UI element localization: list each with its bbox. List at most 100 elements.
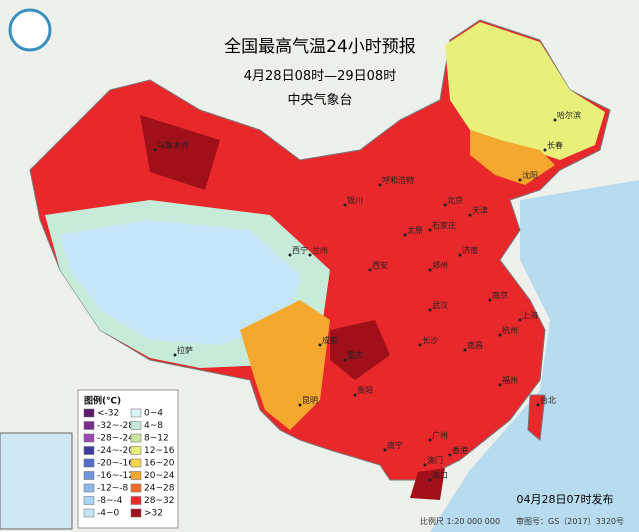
scale: 比例尺 1:20 000 000: [420, 516, 500, 526]
city-label: 石家庄: [432, 220, 456, 230]
city-dot: [536, 403, 540, 407]
city-label: 沈阳: [522, 170, 538, 180]
city-label: 济南: [462, 245, 478, 255]
city-dot: [443, 203, 447, 207]
city-label: 昆明: [302, 396, 318, 405]
city-dot: [458, 253, 462, 257]
city-label: 天津: [472, 205, 488, 215]
legend-swatch: [130, 408, 142, 418]
legend-swatch: [83, 483, 95, 493]
city-dot: [428, 478, 432, 482]
city-label: 福州: [502, 376, 518, 385]
legend-swatch: [130, 508, 142, 518]
city-dot: [468, 213, 472, 217]
southwest-warm: [240, 300, 330, 430]
xinjiang-hot: [140, 115, 220, 190]
legend-swatch: [83, 421, 95, 430]
legend-label: -4~0: [97, 509, 120, 519]
city-dot: [543, 148, 547, 152]
plateau-cold: [60, 220, 300, 345]
legend-swatch: [83, 458, 95, 468]
legend-swatch: [83, 408, 95, 418]
city-dot: [318, 343, 322, 347]
city-dot: [428, 438, 432, 442]
legend-label: 16~20: [144, 459, 175, 469]
city-dot: [368, 268, 372, 272]
city-dot: [383, 448, 387, 452]
title: 全国最高气温24小时预报: [224, 37, 416, 57]
legend-label: -24~-20: [97, 446, 134, 456]
city-label: 南昌: [467, 340, 483, 350]
legend-label: 8~12: [144, 434, 169, 444]
city-label: 成都: [322, 335, 338, 345]
city-label: 广州: [432, 430, 448, 440]
city-label: 呼和浩特: [382, 175, 414, 185]
city-label: 长沙: [422, 335, 438, 345]
legend-swatch: [83, 471, 95, 480]
city-dot: [353, 393, 357, 397]
legend-swatch: [83, 433, 95, 443]
south-sea-inset: [0, 432, 73, 530]
legend-swatch: [130, 471, 142, 480]
city-dot: [463, 348, 467, 352]
legend-label: -20~-16: [97, 459, 134, 469]
legend-label: -16~-12: [97, 471, 134, 481]
city-dot: [518, 178, 522, 182]
city-label: 贵阳: [357, 385, 373, 395]
legend-label: 0~4: [144, 409, 163, 419]
city-dot: [518, 318, 522, 322]
legend-swatch: [83, 496, 95, 505]
legend-label: 24~28: [144, 484, 175, 494]
legend: <-32 -32~-28 -28~-24 -24~-20 -20~-16 -16~-12 -…: [83, 408, 175, 519]
city-label: 海口: [432, 470, 448, 480]
city-dot: [153, 148, 157, 152]
city-label: 北京: [447, 195, 463, 205]
city-dot: [428, 228, 432, 232]
legend-swatch: [130, 433, 142, 443]
legend-label: -12~-8: [97, 484, 128, 494]
sea: [430, 180, 639, 532]
city-label: 西宁: [292, 245, 308, 255]
city-label: 长春: [547, 140, 563, 150]
legend-label: -32~-28: [97, 421, 134, 431]
city-dot: [308, 253, 312, 257]
legend-swatch: [130, 458, 142, 468]
legend-label: 28~32: [144, 496, 174, 506]
legend-swatch: [130, 421, 142, 430]
legend-swatch: [130, 496, 142, 505]
legend-box: [77, 389, 179, 529]
city-dot: [418, 343, 422, 347]
city-dot: [423, 463, 427, 467]
legend-label: <-32: [97, 409, 119, 419]
northeast-cool-zone: [445, 22, 605, 160]
subtitle: 4月28日08时—29日08时: [244, 69, 396, 84]
city-label: 拉萨: [177, 345, 193, 355]
city-label: 澳门: [427, 455, 443, 465]
city-label: 台北: [540, 395, 556, 405]
city-dot: [298, 403, 302, 407]
city-label: 哈尔滨: [557, 110, 581, 120]
city-dot: [488, 298, 492, 302]
city-dot: [448, 453, 452, 457]
legend-label: >32: [144, 509, 163, 519]
city-label: 杭州: [502, 325, 518, 335]
city-label: 西安: [372, 260, 388, 270]
legend-swatch: [83, 446, 95, 455]
city-dot: [428, 268, 432, 272]
city-label: 乌鲁木齐: [157, 140, 189, 150]
city-label: 南宁: [387, 440, 403, 450]
city-dot: [173, 353, 177, 357]
city-dot: [288, 253, 292, 257]
logo: [8, 8, 52, 52]
northeast-warm-zone: [470, 130, 555, 185]
legend-swatch: [130, 446, 142, 455]
agency: 中央气象台: [287, 92, 352, 108]
legend-swatch: [83, 508, 95, 518]
city-label: 南京: [492, 290, 508, 300]
city-dot: [498, 333, 502, 337]
sichuan-hot: [330, 320, 390, 380]
city-dot: [378, 183, 382, 187]
city-dot: [428, 308, 432, 312]
legend-label: 4~8: [144, 421, 163, 431]
